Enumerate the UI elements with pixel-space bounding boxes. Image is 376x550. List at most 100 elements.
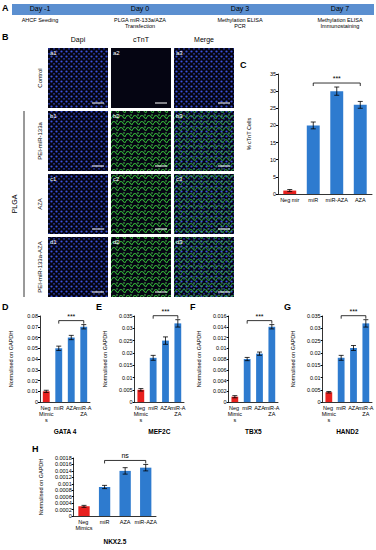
svg-text:0: 0 [69, 513, 72, 519]
svg-text:NKX2.5: NKX2.5 [103, 538, 126, 545]
svg-text:***: *** [161, 308, 169, 315]
svg-text:MEF2C: MEF2C [148, 428, 170, 435]
svg-text:ns: ns [121, 452, 129, 459]
svg-text:a2: a2 [113, 50, 120, 56]
svg-text:25: 25 [270, 105, 276, 111]
svg-text:c2: c2 [113, 176, 120, 182]
svg-text:a3: a3 [176, 50, 183, 56]
svg-text:0.012: 0.012 [213, 335, 227, 341]
svg-text:miR: miR [308, 197, 318, 203]
svg-text:0.025: 0.025 [119, 338, 133, 344]
svg-text:15: 15 [270, 140, 276, 146]
svg-text:0.03: 0.03 [122, 325, 133, 331]
svg-text:Normalised on GAPDH: Normalised on GAPDH [290, 331, 296, 388]
svg-text:0.0006: 0.0006 [55, 494, 72, 500]
svg-text:0.035: 0.035 [119, 313, 133, 319]
svg-text:b2: b2 [113, 113, 120, 119]
svg-text:PLGA: PLGA [11, 194, 18, 213]
svg-text:5: 5 [273, 174, 276, 180]
svg-text:0.02: 0.02 [310, 350, 321, 356]
svg-text:0.005: 0.005 [307, 387, 321, 393]
svg-text:a1: a1 [50, 50, 57, 56]
svg-text:miR-AZA: miR-AZA [326, 197, 349, 203]
svg-text:GATA 4: GATA 4 [54, 428, 77, 435]
svg-text:d1: d1 [50, 239, 57, 245]
svg-text:0.005: 0.005 [119, 387, 133, 393]
svg-text:PEI-miR-133a-AZA: PEI-miR-133a-AZA [37, 241, 43, 292]
svg-text:s: s [45, 417, 48, 423]
svg-text:0.07: 0.07 [27, 324, 38, 330]
svg-text:d2: d2 [113, 239, 120, 245]
svg-text:Normalised on GAPDH: Normalised on GAPDH [8, 331, 14, 388]
svg-text:miR-AZA: miR-AZA [135, 519, 158, 525]
svg-text:Mimics: Mimics [75, 525, 92, 531]
svg-text:0: 0 [130, 399, 133, 405]
svg-text:Merge: Merge [194, 36, 214, 44]
svg-text:20: 20 [270, 122, 276, 128]
svg-text:***: *** [333, 75, 341, 82]
svg-text:s: s [139, 417, 142, 423]
svg-text:0: 0 [35, 399, 38, 405]
svg-text:0.001: 0.001 [58, 481, 72, 487]
svg-text:0.014: 0.014 [213, 324, 227, 330]
svg-text:Normalised on GAPDH: Normalised on GAPDH [196, 331, 202, 388]
svg-text:b3: b3 [176, 113, 183, 119]
svg-text:miR: miR [148, 405, 158, 411]
svg-text:0.006: 0.006 [213, 367, 227, 373]
svg-text:***: *** [255, 313, 263, 320]
svg-text:0.04: 0.04 [27, 356, 38, 362]
svg-text:0.016: 0.016 [213, 313, 227, 319]
svg-text:TBX5: TBX5 [245, 428, 262, 435]
svg-text:AZA: AZA [120, 519, 131, 525]
svg-text:0.0012: 0.0012 [55, 474, 72, 480]
svg-text:miR: miR [54, 405, 64, 411]
svg-text:0.002: 0.002 [213, 388, 227, 394]
svg-text:0.008: 0.008 [213, 356, 227, 362]
svg-text:0.08: 0.08 [27, 313, 38, 319]
svg-text:miR: miR [100, 519, 110, 525]
svg-text:0.01: 0.01 [216, 345, 227, 351]
svg-text:0.0018: 0.0018 [55, 455, 72, 461]
svg-text:s: s [233, 417, 236, 423]
svg-text:0.02: 0.02 [122, 350, 133, 356]
svg-text:0.015: 0.015 [307, 362, 321, 368]
svg-text:0.05: 0.05 [27, 345, 38, 351]
svg-text:35: 35 [270, 71, 276, 77]
svg-text:0.015: 0.015 [119, 362, 133, 368]
svg-text:0.03: 0.03 [310, 325, 321, 331]
svg-text:***: *** [67, 313, 75, 320]
svg-text:miR: miR [336, 405, 346, 411]
svg-text:0.0016: 0.0016 [55, 461, 72, 467]
svg-text:0.025: 0.025 [307, 338, 321, 344]
svg-text:AZA: AZA [355, 197, 366, 203]
svg-text:Neg mir: Neg mir [280, 197, 299, 203]
svg-text:ZA: ZA [80, 411, 87, 417]
svg-text:Dapi: Dapi [71, 36, 86, 44]
svg-text:0.03: 0.03 [27, 367, 38, 373]
svg-text:b1: b1 [50, 113, 57, 119]
svg-text:c1: c1 [50, 176, 57, 182]
svg-text:0.0008: 0.0008 [55, 487, 72, 493]
svg-text:0.02: 0.02 [27, 378, 38, 384]
svg-text:0: 0 [224, 399, 227, 405]
svg-text:0.01: 0.01 [122, 375, 133, 381]
svg-text:PEI-miR-133a: PEI-miR-133a [37, 122, 43, 160]
svg-text:0: 0 [318, 399, 321, 405]
svg-text:Normalised on GAPDH: Normalised on GAPDH [102, 331, 108, 388]
svg-text:0.0004: 0.0004 [55, 500, 72, 506]
svg-text:ZA: ZA [362, 411, 369, 417]
svg-text:10: 10 [270, 157, 276, 163]
svg-text:HAND2: HAND2 [336, 428, 359, 435]
svg-text:d3: d3 [176, 239, 183, 245]
svg-text:0: 0 [273, 191, 276, 197]
svg-text:30: 30 [270, 88, 276, 94]
svg-text:% cTnT Cells: % cTnT Cells [246, 117, 252, 150]
svg-text:0.0014: 0.0014 [55, 468, 72, 474]
svg-text:Control: Control [37, 68, 43, 87]
svg-text:AZA: AZA [37, 198, 43, 210]
svg-text:0.035: 0.035 [307, 313, 321, 319]
svg-text:0.01: 0.01 [310, 375, 321, 381]
svg-text:0.06: 0.06 [27, 335, 38, 341]
svg-text:0.0002: 0.0002 [55, 507, 72, 513]
svg-text:0.01: 0.01 [27, 388, 38, 394]
